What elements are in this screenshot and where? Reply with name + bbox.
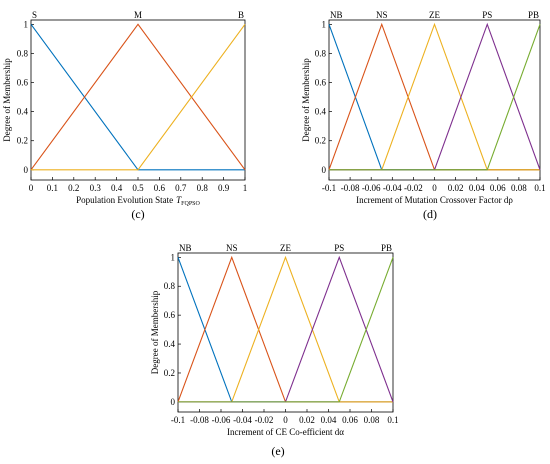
x-tick-label: 0.7	[175, 183, 187, 193]
x-tick-label: 0.5	[132, 183, 144, 193]
x-tick-label: 0	[283, 415, 288, 425]
x-tick-label: 0.1	[47, 183, 58, 193]
x-axis-label-text: Increment of Mutation Crossover Factor d…	[356, 195, 513, 205]
x-tick-label: 1	[243, 183, 248, 193]
y-axis-label: Degree of Membership	[301, 58, 311, 142]
axes-frame	[177, 252, 394, 413]
membership-label-nb: NB	[179, 243, 192, 253]
y-tick-label: 0.6	[17, 78, 29, 88]
y-tick-label: 1	[24, 19, 29, 29]
chart-panel-d: -0.1 -0.08 -0.06 -0.04 -0.02 0 0.02 0.04 0.06 0.0…	[301, 10, 546, 221]
series-line-nb	[328, 24, 540, 171]
series-line-pb	[329, 24, 541, 171]
series-line-ns	[328, 22, 540, 171]
membership-label-s: S	[32, 10, 37, 20]
x-tick-label: 0.1	[534, 183, 545, 193]
y-tick-label: 0.4	[164, 339, 176, 349]
x-tick-label: 0.02	[299, 415, 315, 425]
membership-label-pb: PB	[381, 243, 392, 253]
y-tick-label: 1	[171, 252, 176, 262]
x-tick-label: 0.8	[197, 183, 209, 193]
x-axis-label: Population Evolution State TFQPSO	[76, 195, 200, 207]
x-tick-label: 0.08	[511, 183, 527, 193]
x-tick-label: -0.1	[171, 415, 185, 425]
series-line-s	[30, 24, 245, 171]
membership-label-ps: PS	[334, 243, 344, 253]
y-axis-label: Degree of Membership	[150, 290, 160, 374]
y-tick-label: 0.2	[164, 368, 175, 378]
y-tick-label: 0.6	[164, 310, 176, 320]
y-axis-label: Degree of Membership	[2, 58, 12, 142]
x-axis-label-text: Increment of CE Co-efficient dα	[227, 427, 344, 437]
y-tick-label: 0.2	[315, 136, 326, 146]
series-line-ze	[329, 22, 540, 171]
x-tick-label: -0.04	[233, 415, 252, 425]
membership-label-ns: NS	[226, 243, 238, 253]
series-line-pb	[178, 257, 394, 403]
x-tick-label: -0.06	[212, 415, 231, 425]
x-axis-label-subscript: FQPSO	[181, 201, 200, 207]
x-tick-label: -0.08	[190, 415, 209, 425]
x-tick-label: -0.02	[255, 415, 274, 425]
chart-panel-e: -0.1 -0.08 -0.06 -0.04 -0.02 0 0.02 0.04 0.06 0.0…	[150, 243, 399, 458]
axes-frame	[30, 19, 246, 181]
y-tick-label: 0.4	[17, 107, 29, 117]
series-line-ps	[329, 22, 541, 171]
x-tick-label: 0	[29, 183, 34, 193]
x-tick-label: 0.6	[154, 183, 166, 193]
series-line-nb	[177, 257, 393, 403]
y-tick-label: 0.2	[17, 136, 28, 146]
y-tick-label: 0	[24, 165, 29, 175]
x-axis-label-text: Population Evolution State	[76, 195, 173, 205]
y-tick-label: 0.8	[315, 48, 327, 58]
x-tick-label: 0.06	[490, 183, 506, 193]
panel-caption: (d)	[423, 207, 437, 221]
panel-caption: (e)	[271, 444, 284, 458]
x-tick-label: 0.06	[342, 415, 358, 425]
y-tick-label: 0.8	[164, 281, 176, 291]
x-tick-label: 0.08	[364, 415, 380, 425]
membership-label-ze: ZE	[429, 10, 440, 20]
x-tick-label: 0.2	[68, 183, 79, 193]
x-tick-label: -0.06	[362, 183, 381, 193]
x-tick-label: -0.04	[383, 183, 402, 193]
y-tick-label: 0.8	[17, 48, 29, 58]
series-line-b	[31, 24, 246, 171]
x-tick-label: 0.04	[321, 415, 337, 425]
membership-label-b: B	[238, 10, 244, 20]
x-tick-label: 0.3	[90, 183, 102, 193]
x-tick-label: -0.02	[404, 183, 423, 193]
x-tick-label: 0.1	[387, 415, 398, 425]
y-tick-label: 0	[171, 397, 176, 407]
x-tick-label: -0.08	[341, 183, 360, 193]
y-tick-label: 0.4	[315, 107, 327, 117]
membership-label-pb: PB	[528, 10, 539, 20]
membership-label-nb: NB	[330, 10, 343, 20]
membership-label-ze: ZE	[280, 243, 291, 253]
panel-caption: (c)	[131, 207, 144, 221]
y-tick-label: 1	[322, 19, 327, 29]
membership-label-ns: NS	[376, 10, 388, 20]
x-tick-label: 0.04	[469, 183, 485, 193]
x-axis-label: Increment of CE Co-efficient dα	[227, 427, 344, 437]
y-tick-label: 0.6	[315, 78, 327, 88]
y-tick-label: 0	[322, 165, 327, 175]
axes-frame	[328, 19, 541, 181]
x-tick-label: 0	[432, 183, 437, 193]
x-axis-label: Increment of Mutation Crossover Factor d…	[356, 195, 513, 205]
x-tick-label: 0.9	[218, 183, 230, 193]
series-line-m	[30, 23, 246, 171]
series-line-ze	[178, 255, 393, 403]
x-tick-label: 0.02	[448, 183, 464, 193]
x-tick-label: 0.4	[111, 183, 123, 193]
chart-panel-c: 0 0.1 0.2 0.3 0.4 0.5 0.6 0.7 0.8 0.9 1 0 0.2 0.4 0.6 0…	[2, 10, 247, 221]
series-line-ps	[178, 255, 394, 403]
membership-label-m: M	[134, 10, 142, 20]
x-tick-label: -0.1	[322, 183, 336, 193]
series-line-ns	[177, 255, 393, 403]
membership-label-ps: PS	[482, 10, 492, 20]
x-axis-label-variable: T	[176, 195, 182, 205]
